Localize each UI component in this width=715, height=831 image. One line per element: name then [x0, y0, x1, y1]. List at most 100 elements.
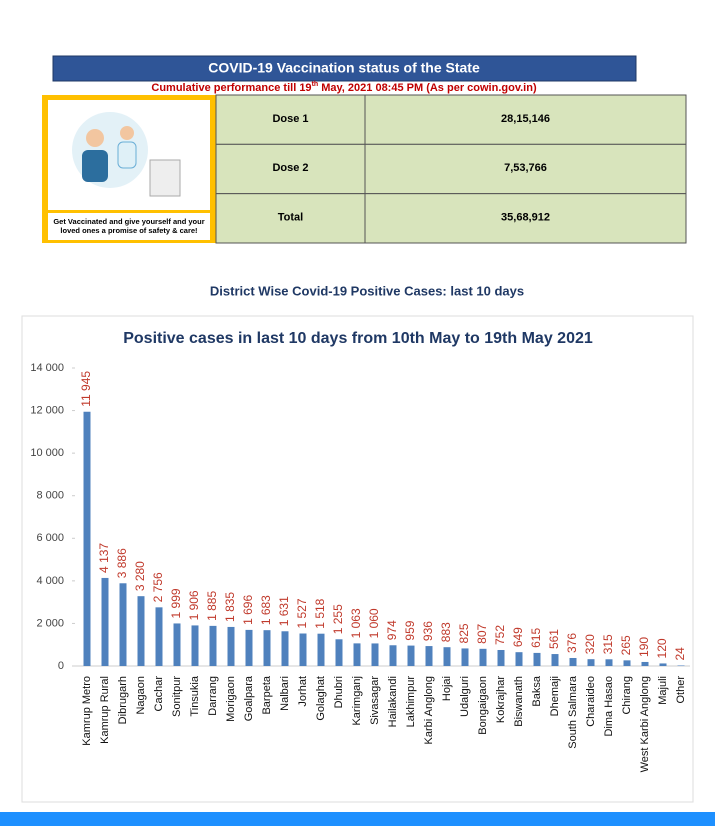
bar — [443, 647, 451, 666]
x-tick-label: Kokrajhar — [495, 676, 507, 723]
x-tick-label: Karimganj — [351, 676, 363, 726]
x-tick-label: Karbi Anglong — [423, 676, 435, 745]
patient — [82, 150, 108, 182]
header-subtitle: Cumulative performance till 19th May, 20… — [151, 81, 537, 94]
bar — [587, 659, 595, 666]
x-tick-label: Charaideo — [585, 676, 597, 727]
x-tick-label: Tinsukia — [189, 675, 201, 716]
row-value: 35,68,912 — [501, 212, 550, 224]
bar — [479, 648, 487, 666]
x-tick-label: Barpeta — [261, 675, 273, 714]
x-tick-label: Jorhat — [297, 676, 309, 707]
value-label: 1 060 — [367, 608, 381, 638]
value-label: 959 — [403, 620, 417, 640]
y-tick-label: 14 000 — [30, 362, 64, 374]
cabinet — [149, 159, 181, 197]
bar — [137, 596, 145, 666]
bar — [119, 583, 127, 666]
value-label: 376 — [565, 633, 579, 653]
x-tick-label: Sonitpur — [171, 676, 183, 717]
bar — [623, 660, 631, 666]
caption-box — [48, 213, 210, 240]
value-label: 1 631 — [277, 596, 291, 626]
subtitle-sup: th — [312, 81, 319, 88]
x-tick-label: Hailakandi — [387, 676, 399, 727]
x-tick-label: Goalpara — [243, 675, 255, 721]
row-label: Total — [278, 212, 303, 224]
value-label: 265 — [619, 635, 633, 655]
value-label: 190 — [637, 637, 651, 657]
value-label: 2 756 — [151, 572, 165, 602]
bar — [353, 643, 361, 666]
x-tick-label: West Karbi Anglong — [639, 676, 651, 772]
table-cell — [215, 143, 366, 195]
value-label: 3 886 — [115, 548, 129, 578]
value-label: 752 — [493, 625, 507, 645]
title-banner — [52, 55, 637, 82]
value-label: 1 063 — [349, 608, 363, 638]
bar — [335, 639, 343, 666]
bar — [371, 643, 379, 666]
value-label: 615 — [529, 628, 543, 648]
section-title: District Wise Covid-19 Positive Cases: l… — [210, 283, 524, 298]
value-label: 1 999 — [169, 588, 183, 618]
bar — [245, 629, 253, 666]
bar — [551, 654, 559, 666]
subtitle-part: May, 2021 08:45 PM (As per cowin.gov.in) — [318, 82, 537, 94]
value-label: 807 — [475, 623, 489, 643]
vaccination-table: Dose 1 28,15,146 Dose 2 7,53,766 Total 35,68,… — [215, 94, 687, 244]
value-label: 974 — [385, 620, 399, 640]
x-tick-label: Dhemaji — [549, 676, 561, 716]
y-tick-label: 6 000 — [36, 532, 64, 544]
bar — [425, 646, 433, 666]
x-tick-label: Nalbari — [279, 676, 291, 711]
x-tick-label: Golaghat — [315, 676, 327, 721]
bar — [389, 645, 397, 666]
image-caption: Get Vaccinated and give yourself and you… — [53, 217, 205, 235]
caption-wrap: Get Vaccinated and give yourself and you… — [53, 217, 205, 235]
x-tick-label: Nagaon — [135, 676, 147, 715]
value-label: 24 — [673, 647, 687, 661]
bar — [227, 626, 235, 666]
x-tick-label: Darrang — [207, 676, 219, 716]
x-tick-label: Cachar — [153, 676, 165, 712]
bar — [317, 633, 325, 666]
x-tick-label: Kamrup Rural — [99, 676, 111, 744]
x-tick-label: South Salmara — [567, 675, 579, 749]
subtitle-part: Cumulative performance till 19 — [151, 82, 311, 94]
bar — [605, 659, 613, 666]
row-value: 28,15,146 — [501, 113, 550, 125]
table-cell — [364, 94, 687, 145]
value-label: 649 — [511, 627, 525, 647]
bar — [263, 630, 271, 666]
x-tick-label: Dhubri — [333, 676, 345, 708]
bar — [101, 577, 109, 666]
row-label: Dose 2 — [272, 162, 308, 174]
y-tick-label: 12 000 — [30, 404, 64, 416]
bar — [659, 663, 667, 666]
value-label: 3 280 — [133, 561, 147, 591]
table-cell — [215, 94, 366, 145]
doctor — [117, 141, 137, 169]
value-label: 1 696 — [241, 595, 255, 625]
y-tick-label: 4 000 — [36, 575, 64, 587]
value-label: 1 255 — [331, 604, 345, 634]
x-tick-label: Chirang — [621, 676, 633, 715]
value-label: 1 527 — [295, 598, 309, 628]
x-tick-label: Hojai — [441, 676, 453, 701]
value-label: 1 906 — [187, 590, 201, 620]
x-tick-label: Dima Hasao — [603, 676, 615, 737]
doctor-head — [120, 126, 134, 140]
bar — [299, 633, 307, 666]
value-label: 320 — [583, 634, 597, 654]
bar — [155, 607, 163, 666]
y-tick-label: 10 000 — [30, 447, 64, 459]
bar — [533, 652, 541, 666]
bar — [281, 631, 289, 666]
x-tick-label: Other — [675, 676, 687, 704]
bar — [407, 645, 415, 666]
x-tick-label: Kamrup Metro — [81, 676, 93, 746]
x-tick-label: Biswanath — [513, 676, 525, 727]
x-tick-label: Udalguri — [459, 676, 471, 717]
